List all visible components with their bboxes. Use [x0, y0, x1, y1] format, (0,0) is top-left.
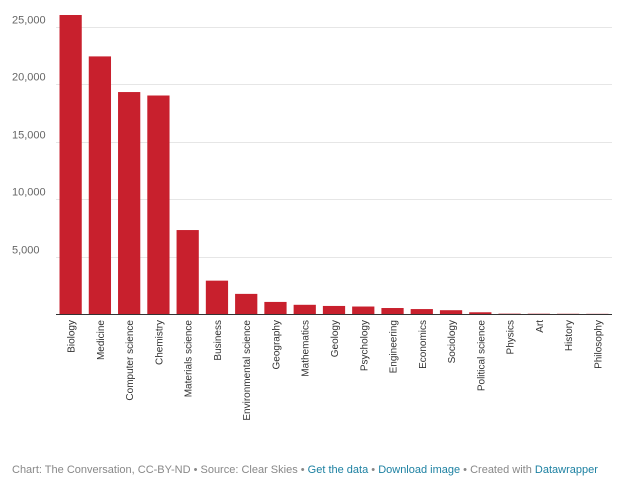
bar	[439, 310, 463, 314]
bar	[381, 308, 404, 314]
bar	[264, 301, 287, 314]
x-tick-label: Biology	[67, 320, 78, 353]
x-tick-label: Computer science	[125, 320, 136, 401]
bar	[293, 304, 316, 314]
bars	[59, 15, 609, 315]
x-tick-label: Political science	[476, 320, 487, 392]
x-tick-label: Environmental science	[242, 320, 253, 421]
bar	[469, 312, 492, 314]
y-tick-label: 25,000	[12, 15, 46, 27]
download-image-link[interactable]: Download image	[378, 464, 461, 476]
y-axis-ticks: 5,000 10,000 15,000 20,000 25,000	[12, 15, 46, 257]
x-tick-label: Medicine	[96, 320, 107, 360]
x-tick-label: Art	[535, 320, 546, 333]
bar	[176, 230, 199, 314]
y-tick-label: 15,000	[12, 130, 46, 142]
x-tick-label: Geology	[330, 320, 341, 357]
bar	[235, 293, 258, 315]
created-with-text: Created with	[470, 464, 535, 476]
datawrapper-link[interactable]: Datawrapper	[534, 464, 598, 476]
bar	[205, 280, 229, 314]
footer-separator: •	[368, 464, 379, 476]
x-tick-label: Physics	[506, 320, 517, 354]
y-tick-label: 10,000	[12, 187, 46, 199]
footer-separator: •	[460, 464, 471, 476]
footer-separator: •	[190, 464, 201, 476]
bar	[352, 306, 375, 314]
x-axis-ticks: Biology Medicine Computer science Chemistry…	[67, 320, 605, 421]
bar	[410, 309, 433, 314]
bar	[118, 92, 141, 314]
x-tick-label: Sociology	[447, 320, 458, 363]
bar	[147, 95, 170, 314]
x-tick-label: Chemistry	[154, 320, 165, 365]
y-tick-label: 20,000	[12, 72, 46, 84]
chart-footer: Chart: The Conversation, CC-BY-ND • Sour…	[12, 464, 598, 476]
bar	[322, 305, 346, 314]
bar	[59, 15, 82, 314]
x-tick-label: Economics	[418, 320, 429, 369]
bar	[88, 56, 112, 315]
source-credit: Source: Clear Skies	[200, 464, 298, 476]
x-tick-label: Geography	[271, 320, 282, 369]
x-tick-label: Materials science	[184, 320, 195, 398]
x-tick-label: History	[564, 320, 575, 351]
x-tick-label: Mathematics	[301, 320, 312, 377]
x-tick-label: Psychology	[359, 320, 370, 371]
x-tick-label: Philosophy	[593, 320, 604, 369]
get-data-link[interactable]: Get the data	[307, 464, 369, 476]
x-tick-label: Business	[213, 320, 224, 361]
bar-chart: 5,000 10,000 15,000 20,000 25,000 Biology Med…	[12, 15, 612, 421]
x-tick-label: Engineering	[389, 320, 400, 373]
chart-credit: Chart: The Conversation, CC-BY-ND	[12, 464, 191, 476]
y-tick-label: 5,000	[12, 245, 40, 257]
footer-separator: •	[297, 464, 308, 476]
